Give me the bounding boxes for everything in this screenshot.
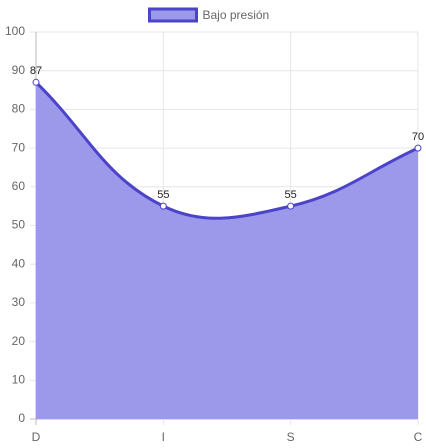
y-tick-label: 30 [12, 295, 26, 309]
y-tick-label: 90 [12, 63, 26, 77]
line [34, 81, 419, 220]
y-tick-label: 100 [5, 24, 25, 38]
y-tick-label: 10 [12, 372, 26, 386]
x-tick-label: D [32, 430, 41, 444]
y-tick-label: 80 [12, 102, 26, 116]
legend-label: Bajo presión [203, 8, 270, 22]
y-tick-label: 40 [12, 256, 26, 270]
y-tick-label: 20 [12, 334, 26, 348]
y-tick-label: 50 [12, 218, 26, 232]
data-label: 87 [30, 65, 42, 77]
point [32, 78, 40, 86]
x-tick-label: I [162, 430, 165, 444]
point [287, 202, 295, 210]
x-tick-label: S [287, 430, 295, 444]
legend-swatch [148, 7, 198, 23]
data-label: 55 [157, 189, 169, 201]
y-tick-label: 70 [12, 140, 26, 154]
y-tick-label: 0 [18, 411, 25, 425]
x-tick-label: C [414, 430, 423, 444]
data-label: 70 [412, 131, 424, 143]
point [414, 144, 422, 152]
y-tick-label: 60 [12, 179, 26, 193]
data-label: 55 [285, 189, 297, 201]
area [36, 82, 418, 419]
point [159, 202, 167, 210]
